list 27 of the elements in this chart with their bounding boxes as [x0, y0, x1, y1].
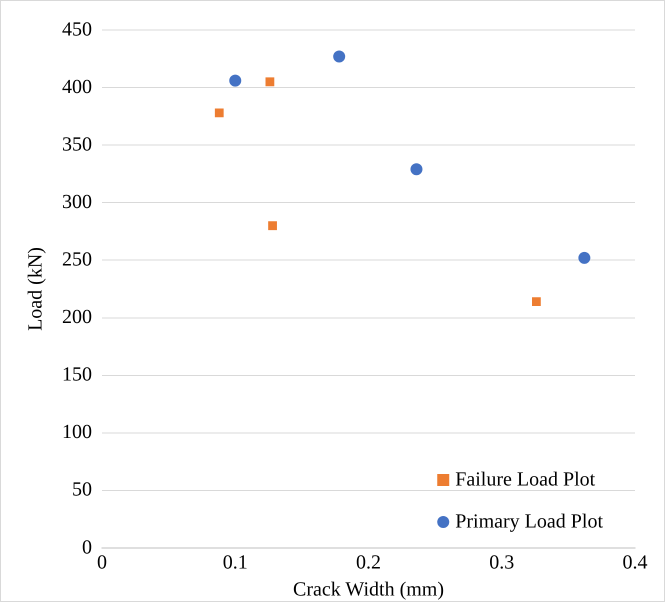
point	[333, 50, 346, 62]
y-tick-label: 50	[72, 478, 92, 501]
x-axis-title: Crack Width (mm)	[292, 578, 444, 600]
legend-label: Primary Load Plot	[455, 510, 604, 532]
y-tick-label: 0	[82, 536, 92, 558]
y-tick-label: 100	[62, 421, 92, 444]
x-tick-label: 0.1	[222, 551, 248, 574]
point	[214, 108, 224, 118]
y-tick-label: 350	[62, 133, 92, 156]
point	[532, 297, 541, 306]
y-tick-label: 300	[62, 190, 92, 213]
x-tick-label: 0.4	[622, 551, 648, 574]
x-tick-label: 0.2	[356, 551, 381, 574]
y-tick-label: 400	[62, 76, 92, 98]
point	[266, 77, 274, 86]
point	[410, 163, 422, 176]
legend-label: Failure Load Plot	[455, 468, 596, 490]
x-tick-label: 0.3	[489, 551, 514, 574]
y-tick-label: 150	[62, 364, 92, 386]
y-tick-label: 450	[62, 18, 92, 40]
x-tick-label: 0	[97, 551, 107, 574]
point	[268, 221, 277, 230]
y-axis-title: Load (kN)	[24, 247, 46, 331]
y-tick-label: 200	[62, 306, 92, 328]
y-tick-label: 250	[62, 248, 92, 270]
point	[229, 74, 242, 87]
point	[578, 252, 590, 264]
